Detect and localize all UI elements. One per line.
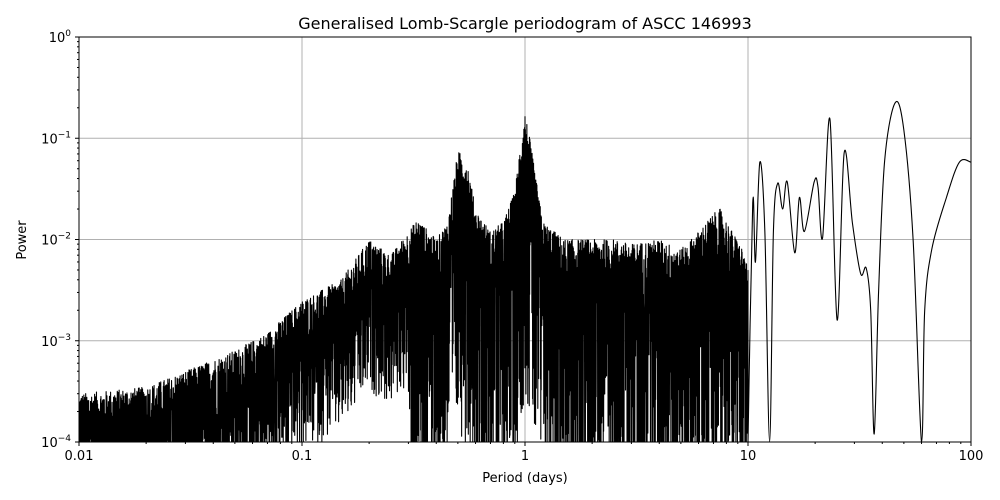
y-tick-label: 10−2 — [41, 232, 71, 249]
y-tick-label: 10−4 — [41, 434, 71, 451]
y-axis-label: Power — [15, 220, 30, 260]
x-tick-label: 0.1 — [292, 449, 313, 464]
x-tick-label: 10 — [740, 449, 757, 464]
y-tick-label: 100 — [49, 29, 72, 46]
y-tick-label: 10−3 — [41, 333, 71, 350]
chart-title: Generalised Lomb-Scargle periodogram of … — [298, 14, 752, 33]
periodogram-line — [79, 101, 971, 442]
x-tick-label: 0.01 — [65, 449, 94, 464]
y-tick-label: 10−1 — [41, 130, 71, 147]
x-tick-label: 1 — [521, 449, 529, 464]
x-tick-label: 100 — [959, 449, 984, 464]
axis-ticks: 0.01 0.1 1 10 100 10−4 10−3 10−2 10−1 100 — [41, 29, 983, 464]
x-axis-label: Period (days) — [482, 471, 568, 486]
